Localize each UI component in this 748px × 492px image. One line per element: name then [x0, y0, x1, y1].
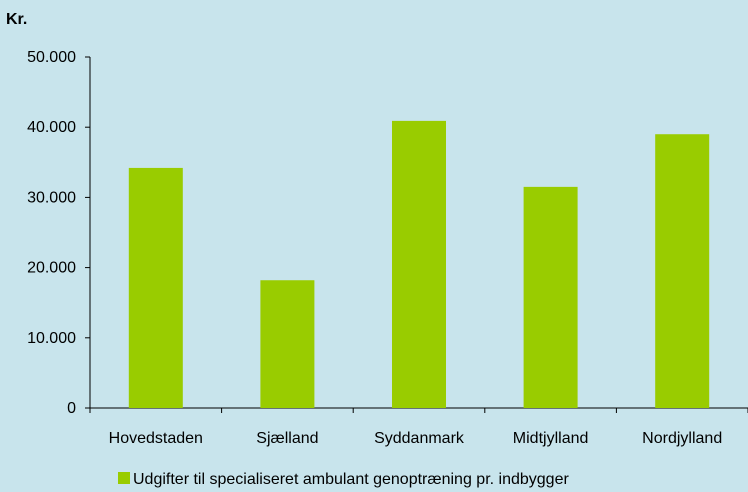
x-tick-label: Sjælland — [256, 430, 318, 447]
y-tick-label: 40.000 — [27, 119, 76, 136]
y-unit-label: Kr. — [6, 11, 27, 28]
bars — [129, 121, 709, 408]
x-axis: Hovedstaden Sjælland Syddanmark Midtjylland… — [90, 408, 748, 447]
legend: Udgifter til specialiseret ambulant geno… — [118, 471, 569, 488]
y-tick-label: 10.000 — [27, 330, 76, 347]
bar — [524, 187, 578, 408]
x-tick-label: Midtjylland — [513, 430, 589, 447]
legend-label: Udgifter til specialiseret ambulant geno… — [133, 471, 569, 488]
bar — [392, 121, 446, 408]
bar — [655, 134, 709, 408]
bar — [129, 168, 183, 408]
y-tick-label: 50.000 — [27, 49, 76, 66]
y-axis: 0 10.000 20.000 30.000 40.000 50.000 — [27, 49, 90, 417]
x-tick-label: Hovedstaden — [109, 430, 203, 447]
x-tick-label: Nordjylland — [642, 430, 722, 447]
y-tick-label: 0 — [67, 400, 76, 417]
legend-swatch — [118, 472, 130, 484]
y-tick-label: 30.000 — [27, 189, 76, 206]
bar — [260, 280, 314, 408]
x-tick-label: Syddanmark — [374, 430, 465, 447]
y-tick-label: 20.000 — [27, 260, 76, 277]
